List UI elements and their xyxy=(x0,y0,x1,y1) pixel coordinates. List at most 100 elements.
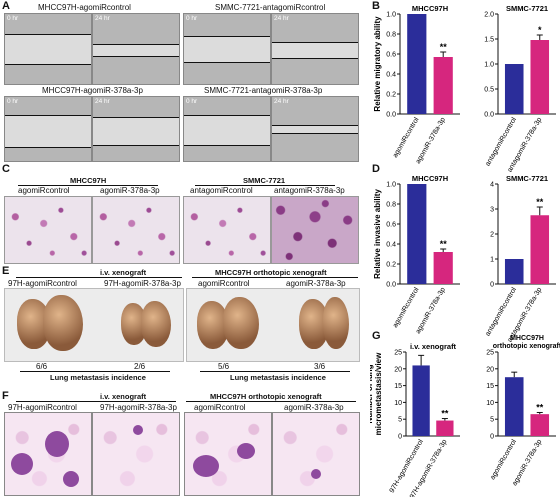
significance-marker: ** xyxy=(440,42,448,52)
bar-charts: MHCC97H 0.0 0.2 0.4 0.6 0.8 1.0 Relative migrat… xyxy=(370,4,560,497)
incidence-value: 5/6 xyxy=(218,362,230,371)
chart-title: orthotopic xenograft xyxy=(493,343,560,350)
y-axis-label: micrometastasis/view xyxy=(374,352,383,435)
y-tick-label: 3 xyxy=(490,207,494,214)
panel-e-sample-1: 97H-agomiRcontrol xyxy=(8,279,77,288)
y-tick-label: 0 xyxy=(398,434,402,441)
scratch-image: 24 hr xyxy=(271,13,359,85)
panel-label-d: D xyxy=(372,163,380,175)
chart-title: MHCC97H xyxy=(412,174,448,183)
x-tick-label: agomiR-378a-3p xyxy=(415,286,447,335)
scratch-image: 24 hr xyxy=(92,13,180,85)
panel-f-header-left: i.v. xenograft xyxy=(100,392,147,401)
group-divider xyxy=(16,401,176,402)
transwell-image xyxy=(183,196,271,264)
significance-marker: * xyxy=(538,25,542,35)
scratch-image: 0 hr xyxy=(4,13,92,85)
panel-c-label-3: antagomiRcontrol xyxy=(190,186,253,195)
chart-title: MHCC97H xyxy=(510,335,544,342)
bar-agomir-378a-3p xyxy=(433,57,453,114)
bar-antagomircontrol xyxy=(504,259,524,284)
incidence-value: 3/6 xyxy=(314,362,326,371)
chart-title: SMMC-7721 xyxy=(506,174,548,183)
x-tick-label: agomiRcontrol xyxy=(489,438,518,481)
y-tick-label: 10 xyxy=(394,400,402,407)
panel-a-title-2: SMMC-7721-antagomiRcontrol xyxy=(215,3,326,12)
y-tick-label: 0.8 xyxy=(386,202,396,209)
panel-c-label-4: antagomiR-378a-3p xyxy=(274,186,345,195)
y-tick-label: 20 xyxy=(486,366,494,373)
scratch-image: 24 hr xyxy=(92,96,180,162)
panel-label-a: A xyxy=(2,0,10,12)
y-tick-label: 0.0 xyxy=(386,112,396,119)
incidence-footer: Lung metastasis incidence xyxy=(50,373,146,382)
y-tick-label: 0.0 xyxy=(484,112,494,119)
panel-label-g: G xyxy=(372,330,381,342)
scratch-image: 0 hr xyxy=(4,96,92,162)
panel-label-b: B xyxy=(372,0,380,12)
panel-c-label-2: agomiR-378a-3p xyxy=(100,186,160,195)
y-tick-label: 10 xyxy=(486,400,494,407)
y-tick-label: 0.5 xyxy=(484,87,494,94)
group-divider xyxy=(16,277,182,278)
panel-f-label-2: 97H-agomiR-378a-3p xyxy=(100,403,177,412)
histology-image xyxy=(184,412,272,496)
incidence-footer: Lung metastasis incidence xyxy=(230,373,326,382)
transwell-image xyxy=(271,196,359,264)
panel-a-title-1: MHCC97H-agomiRcontrol xyxy=(38,3,131,12)
bar-agomircontrol xyxy=(407,14,427,114)
y-tick-label: 1.0 xyxy=(386,182,396,189)
y-tick-label: 5 xyxy=(490,417,494,424)
y-tick-label: 15 xyxy=(486,383,494,390)
group-divider xyxy=(20,371,170,372)
panel-a-title-4: SMMC-7721-antagomiR-378a-3p xyxy=(204,86,323,95)
transwell-image xyxy=(92,196,180,264)
chart-title: i.v. xenograft xyxy=(410,342,457,351)
chart-title: MHCC97H xyxy=(412,4,448,13)
panel-e-header-left: i.v. xenograft xyxy=(100,268,147,277)
transwell-image xyxy=(4,196,92,264)
time-label: 0 hr xyxy=(186,15,198,22)
time-label: 24 hr xyxy=(95,15,110,22)
panel-f-label-1: 97H-agomiRcontrol xyxy=(8,403,77,412)
significance-marker: ** xyxy=(536,197,544,207)
y-tick-label: 0.4 xyxy=(386,242,396,249)
y-tick-label: 1 xyxy=(490,257,494,264)
bar-agomir-378a-3p xyxy=(530,414,550,436)
y-tick-label: 2 xyxy=(490,232,494,239)
lung-photo xyxy=(4,288,184,362)
y-tick-label: 0 xyxy=(490,282,494,289)
group-divider xyxy=(186,401,356,402)
panel-label-e: E xyxy=(2,265,10,277)
panel-e-sample-2: 97H-agomiR-378a-3p xyxy=(104,279,181,288)
x-tick-label: agomiRcontrol xyxy=(392,116,421,159)
panel-e-header-right: MHCC97H orthotopic xenograft xyxy=(215,268,327,277)
bar-agomircontrol xyxy=(504,377,524,436)
scratch-image: 0 hr xyxy=(183,13,271,85)
bar-antagomircontrol xyxy=(504,64,524,114)
group-divider xyxy=(195,185,335,186)
panel-e-sample-4: agomiR-378a-3p xyxy=(286,279,346,288)
panel-f-label-4: agomiR-378a-3p xyxy=(284,403,344,412)
panel-label-f: F xyxy=(2,390,9,402)
histology-image xyxy=(4,412,92,496)
chart-title: SMMC-7721 xyxy=(506,4,548,13)
time-label: 24 hr xyxy=(95,98,110,105)
y-tick-label: 1.5 xyxy=(484,37,494,44)
time-label: 0 hr xyxy=(7,98,19,105)
y-tick-label: 20 xyxy=(394,366,402,373)
y-tick-label: 0.6 xyxy=(386,52,396,59)
panel-a-title-3: MHCC97H-agomiR-378a-3p xyxy=(42,86,143,95)
panel-f-label-3: agomiRcontrol xyxy=(194,403,246,412)
y-tick-label: 5 xyxy=(398,417,402,424)
y-tick-label: 0 xyxy=(490,434,494,441)
y-tick-label: 0.2 xyxy=(386,92,396,99)
x-tick-label: agomiRcontrol xyxy=(392,286,421,329)
panel-c-group-mhcc: MHCC97H xyxy=(70,176,107,185)
time-label: 24 hr xyxy=(274,15,289,22)
panel-c-label-1: agomiRcontrol xyxy=(18,186,70,195)
y-tick-label: 1.0 xyxy=(386,12,396,19)
group-divider xyxy=(192,277,358,278)
panel-f-header-right: MHCC97H orthotopic xenograft xyxy=(210,392,322,401)
y-tick-label: 0.0 xyxy=(386,282,396,289)
